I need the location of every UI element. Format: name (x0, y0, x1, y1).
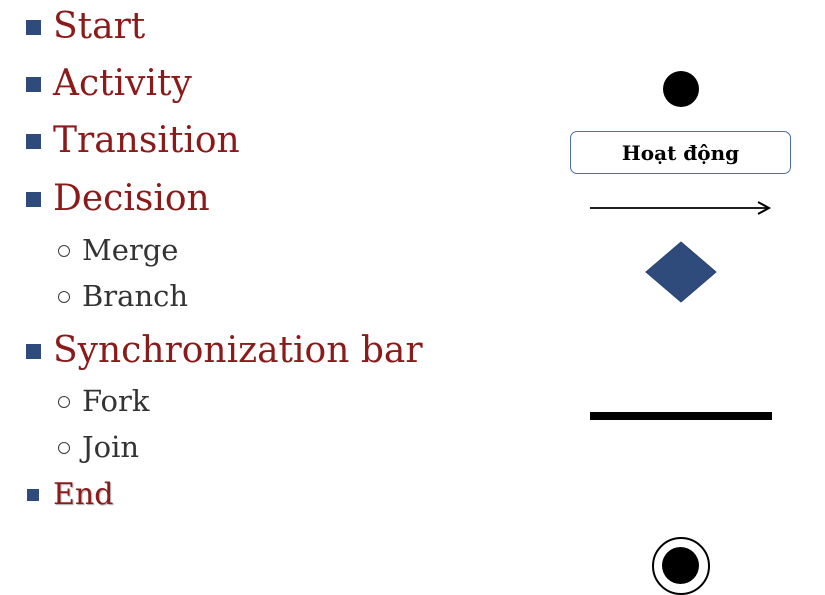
label-start: Start (53, 6, 146, 47)
square-bullet-icon (26, 133, 41, 149)
legend-list: Start Activity Transition Decision Merge… (26, 9, 423, 510)
label-join: Join (82, 430, 140, 464)
label-end: End (53, 477, 114, 512)
hollow-circle-bullet-icon (58, 244, 70, 257)
hollow-circle-bullet-icon (58, 290, 70, 303)
hollow-circle-bullet-icon (58, 441, 70, 454)
arrow-icon (590, 201, 772, 215)
square-bullet-icon (26, 191, 41, 207)
bullet-end: End (27, 480, 113, 510)
square-bullet-icon (27, 489, 39, 501)
bullet-decision: Decision (26, 181, 210, 217)
bullet-start: Start (26, 9, 145, 45)
bullet-merge: Merge (58, 236, 178, 265)
activity-box: Hoạt động (570, 131, 791, 174)
label-decision: Decision (53, 178, 210, 219)
hollow-circle-bullet-icon (58, 395, 70, 408)
activity-label: Hoạt động (621, 140, 740, 165)
diamond-icon (645, 241, 717, 303)
sync-bar-icon (590, 412, 772, 420)
label-fork: Fork (82, 384, 150, 418)
start-node-icon (663, 71, 699, 107)
label-transition: Transition (53, 120, 240, 161)
square-bullet-icon (26, 76, 41, 92)
bullet-join: Join (58, 433, 139, 462)
label-activity: Activity (53, 63, 192, 104)
end-node-inner-dot (662, 547, 699, 584)
end-node-icon (652, 537, 710, 595)
label-sync-bar: Synchronization bar (53, 330, 423, 371)
bullet-sync-bar: Synchronization bar (26, 333, 423, 369)
label-merge: Merge (82, 233, 179, 267)
bullet-fork: Fork (58, 387, 149, 416)
bullet-transition: Transition (26, 123, 240, 159)
label-branch: Branch (82, 279, 189, 313)
square-bullet-icon (26, 343, 41, 359)
bullet-activity: Activity (26, 66, 192, 102)
bullet-branch: Branch (58, 282, 188, 311)
square-bullet-icon (26, 19, 41, 35)
